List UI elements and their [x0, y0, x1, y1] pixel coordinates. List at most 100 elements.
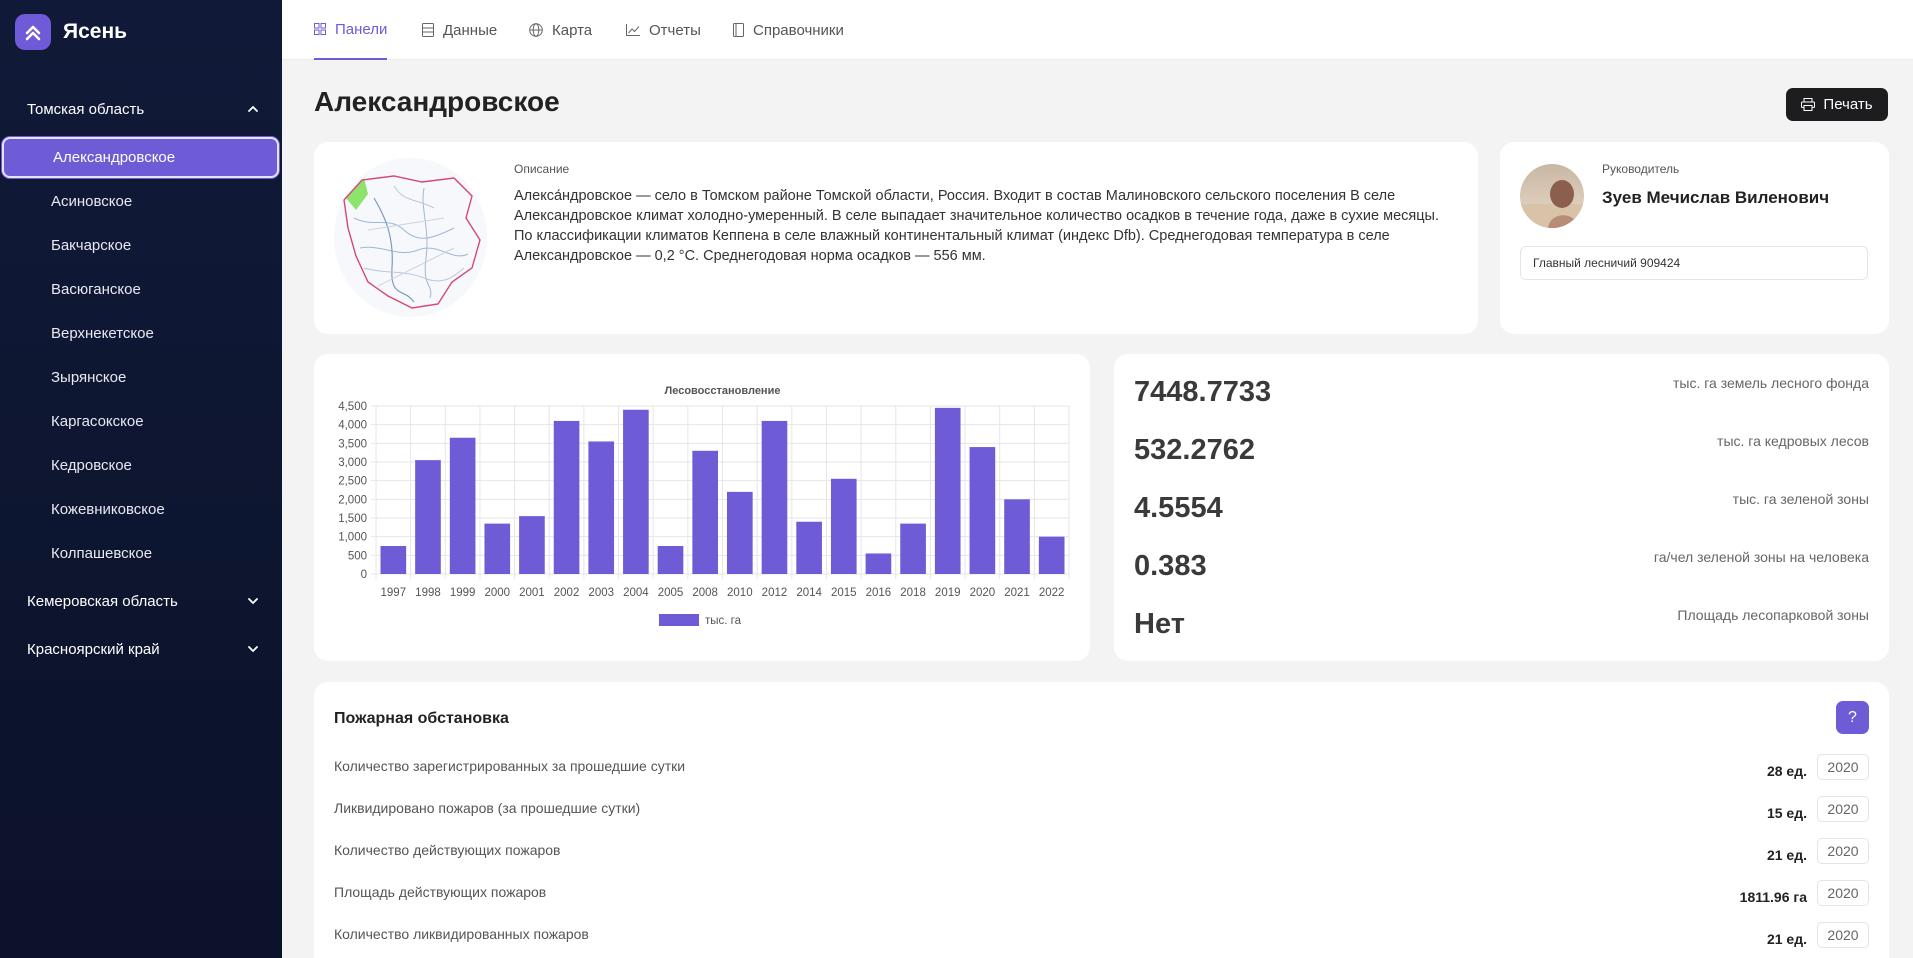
chart-bar [553, 420, 580, 574]
chart-bar [415, 460, 441, 574]
x-tick-label: 2021 [1004, 587, 1030, 599]
fire-row: Количество ликвидированных пожаров 21 ед… [334, 922, 1869, 952]
tab-reports[interactable]: Отчеты [626, 0, 701, 60]
chart-bar [1038, 536, 1065, 574]
y-tick-label: 4,500 [338, 401, 367, 413]
tab-references[interactable]: Справочники [733, 0, 844, 60]
x-tick-label: 2014 [796, 587, 822, 599]
tab-data[interactable]: Данные [422, 0, 497, 60]
stats-card: 7448.7733 тыс. га земель лесного фонда 5… [1114, 354, 1889, 661]
fire-row-value: 28 ед. [1766, 763, 1807, 779]
region-label: Красноярский край [27, 640, 160, 658]
x-tick-label: 2003 [588, 587, 614, 599]
y-tick-label: 2,500 [338, 476, 367, 488]
x-tick-label: 2020 [970, 587, 996, 599]
region-label: Томская область [27, 100, 145, 118]
y-tick-label: 1,500 [338, 513, 367, 525]
y-tick-label: 3,500 [338, 438, 367, 450]
stat-park-zone-value: Нет [1134, 608, 1185, 640]
x-tick-label: 2002 [554, 587, 580, 599]
legend-label: тыс. га [705, 615, 742, 627]
region-map-thumbnail [334, 158, 487, 317]
chart-bar [727, 491, 753, 574]
stat-park-zone-label: Площадь лесопарковой зоны [1677, 607, 1869, 623]
stat-cedar-value: 532.2762 [1134, 434, 1255, 466]
description-card: Описание Алекса́ндровское — село в Томск… [314, 142, 1478, 334]
fire-row-year[interactable]: 2020 [1817, 922, 1869, 948]
y-tick-label: 0 [361, 569, 367, 581]
chart-bar [865, 553, 892, 574]
chart-bar [449, 437, 476, 574]
sidebar-item-label: Каргасокское [51, 412, 144, 430]
region-label: Кемеровская область [27, 592, 178, 610]
fire-row-value: 21 ед. [1766, 847, 1807, 863]
fire-row: Количество действующих пожаров 21 ед. 20… [334, 838, 1869, 868]
sidebar-item-aleksandrovskoe[interactable]: Александровское [2, 137, 279, 178]
fire-row-year[interactable]: 2020 [1817, 796, 1869, 822]
sidebar-item-bakcharskoe[interactable]: Бакчарское [27, 227, 252, 263]
chart-bar [484, 523, 511, 574]
fire-row-year[interactable]: 2020 [1817, 838, 1869, 864]
head-position-badge: Главный лесничий 909424 [1520, 246, 1868, 280]
sidebar-item-asinovskoe[interactable]: Асиновское [27, 183, 252, 219]
sidebar-item-kozhevnikovskoe[interactable]: Кожевниковское [27, 491, 252, 527]
y-tick-label: 500 [348, 550, 367, 562]
sidebar-region-tomsk[interactable]: Томская область [0, 89, 282, 129]
chart-bar [623, 409, 649, 574]
sidebar-item-vasyuganskoe[interactable]: Васюганское [27, 271, 252, 307]
sidebar-item-zyryanskoe[interactable]: Зырянское [27, 359, 252, 395]
tab-label: Карта [552, 21, 593, 39]
sidebar-item-kedrovskoe[interactable]: Кедровское [27, 447, 252, 483]
description-text: Алекса́ндровское — село в Томском районе… [514, 188, 1440, 264]
print-button[interactable]: Печать [1786, 88, 1888, 121]
tab-map[interactable]: Карта [529, 0, 592, 60]
sidebar-region-krasnoyarsk[interactable]: Красноярский край [0, 629, 282, 669]
description-label: Описание [514, 162, 570, 176]
fire-row-value: 15 ед. [1766, 805, 1807, 821]
chart-bar [1004, 499, 1030, 574]
x-tick-label: 2008 [692, 587, 718, 599]
brand[interactable]: Ясень [15, 14, 127, 50]
help-button[interactable]: ? [1836, 701, 1869, 734]
x-tick-label: 1998 [415, 587, 441, 599]
sidebar-item-verkhneketskoe[interactable]: Верхнекетское [27, 315, 252, 351]
fire-row-year[interactable]: 2020 [1817, 880, 1869, 906]
globe-icon [529, 23, 543, 37]
stat-per-capita-value: 0.383 [1134, 550, 1207, 582]
x-tick-label: 2018 [900, 587, 926, 599]
chevron-down-icon [248, 646, 258, 653]
print-label: Печать [1823, 96, 1873, 113]
chart-bar [761, 420, 788, 574]
fire-row-label: Ликвидировано пожаров (за прошедшие сутк… [334, 800, 641, 816]
grid-icon [314, 23, 326, 35]
fire-row: Количество зарегистрированных за прошедш… [334, 754, 1869, 784]
x-tick-label: 2022 [1039, 587, 1065, 599]
fire-row-label: Количество действующих пожаров [334, 842, 561, 858]
chart-bar [969, 447, 996, 574]
head-name: Зуев Мечислав Виленович [1602, 188, 1830, 207]
fire-row-label: Площадь действующих пожаров [334, 884, 547, 900]
tab-label: Панели [335, 20, 388, 38]
sidebar-item-label: Кедровское [51, 456, 132, 474]
book-icon [733, 23, 744, 37]
y-tick-label: 1,000 [338, 532, 367, 544]
reforestation-chart-card: Лесовосстановление 0 500 1,000 1,500 2,000 2,5… [314, 354, 1090, 661]
sidebar-item-kolpashevskoe[interactable]: Колпашевское [27, 535, 252, 571]
y-tick-label: 3,000 [338, 457, 367, 469]
x-tick-label: 2019 [935, 587, 961, 599]
tab-label: Данные [443, 21, 498, 39]
chevron-down-icon [248, 598, 258, 605]
fire-row-year[interactable]: 2020 [1817, 754, 1869, 780]
brand-name: Ясень [63, 20, 128, 43]
fire-row-value: 21 ед. [1766, 931, 1807, 947]
sidebar-item-kargasokskoe[interactable]: Каргасокское [27, 403, 252, 439]
x-tick-label: 2000 [484, 587, 510, 599]
x-tick-label: 2015 [831, 587, 857, 599]
tab-panels[interactable]: Панели [314, 0, 388, 60]
chart-bar [657, 546, 684, 574]
x-tick-label: 2005 [658, 587, 684, 599]
x-tick-label: 2004 [623, 587, 649, 599]
sidebar-item-label: Кожевниковское [51, 500, 165, 518]
sidebar-region-kemerovo[interactable]: Кемеровская область [0, 581, 282, 621]
chart-bar [830, 478, 857, 574]
